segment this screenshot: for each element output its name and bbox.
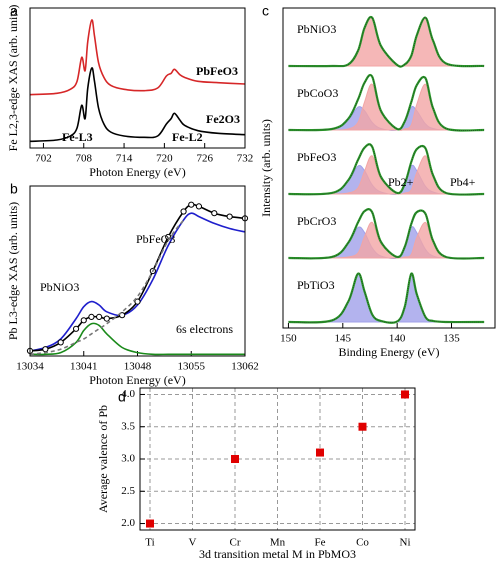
x-tick-label: Mn [270,537,286,549]
series-label: PbNiO3 [40,280,79,294]
x-tick-label: 145 [335,333,352,345]
annotation: Fe-L2 [172,130,203,144]
y-axis-label: Average valence of Pb [96,405,110,513]
data-point [358,422,367,431]
x-tick-label: 13041 [70,361,98,373]
x-tick-label: 13062 [231,361,259,373]
fit-line [288,143,485,196]
compound-label: PbTiO3 [297,278,335,292]
y-tick-label: 3.0 [121,453,135,465]
x-tick-label: Co [356,537,369,549]
data-point [226,213,233,220]
data-point [401,390,409,399]
data-line [288,16,485,67]
y-tick-label: 2.0 [121,517,135,529]
x-tick-label: 732 [237,153,254,165]
plot-frame [282,7,496,329]
x-axis-label: Binding Energy (eV) [338,345,439,359]
y-tick-label: 4.0 [121,388,135,400]
series-label: PbFeO3 [196,64,238,78]
compound-label: PbCrO3 [297,214,336,228]
x-tick-label: Ni [400,537,411,549]
x-axis-label: 3d transition metal M in PbMO3 [199,547,356,561]
data-point [72,325,80,332]
series-label: 6s electrons [176,322,233,336]
compound-label: PbNiO3 [297,22,336,36]
x-tick-label: 140 [389,333,406,345]
data-point [96,313,103,320]
spectrum-line [29,212,246,352]
x-tick-label: 13034 [16,361,44,373]
data-point [146,519,154,528]
data-point [134,298,141,305]
x-tick-label: 714 [116,153,133,165]
data-point [57,339,64,346]
data-point [88,313,95,320]
panel-label: b [10,181,18,197]
x-tick-label: 13048 [124,361,152,373]
x-tick-label: 13055 [178,361,206,373]
data-point [195,203,203,210]
data-point [42,346,49,353]
y-axis-label: Fe L2,3-edge XAS (arb. units) [6,5,20,152]
x-tick-label: Fe [315,537,326,549]
series-label: PbFeO3 [136,232,175,246]
x-tick-label: Ti [145,537,154,549]
x-axis-label: Photon Energy (eV) [89,165,185,179]
data-line [288,208,485,259]
spectrum-line [29,19,246,96]
y-tick-label: 3.5 [121,420,135,432]
data-line [288,273,485,323]
x-tick-label: V [189,537,197,549]
annotation: Pb2+ [388,175,414,189]
x-tick-label: Cr [230,537,241,549]
x-tick-label: 726 [196,153,213,165]
data-point [103,315,110,322]
x-tick-label: 150 [280,333,297,345]
data-point [180,208,187,215]
panel-label: a [10,3,18,19]
plot-frame [139,387,416,531]
y-axis-label: Pb L3-edge XAS (arb. units) [6,202,20,340]
data-point [188,201,195,208]
x-tick-label: 702 [35,153,52,165]
panel-label: c [262,3,269,19]
spectrum-line [29,219,185,356]
spectrum-line [29,322,245,356]
x-tick-label: 708 [76,153,93,165]
data-line [288,74,485,131]
y-tick-label: 2.5 [121,485,135,497]
data-point [316,448,324,457]
x-axis-label: Photon Energy (eV) [89,373,185,387]
data-point [211,210,218,217]
spectrum-line [29,67,246,143]
compound-label: PbFeO3 [297,150,336,164]
series-label: Fe2O3 [206,112,240,126]
annotation: Fe-L3 [62,130,93,144]
annotation: Pb4+ [450,175,476,189]
y-axis-label: Intensity (arb. units) [259,119,273,217]
data-point [80,317,87,324]
plot-frame [29,185,246,357]
data-point [231,455,239,463]
x-tick-label: 135 [443,333,460,345]
compound-label: PbCoO3 [297,86,338,100]
panel-label: d [118,389,126,405]
x-tick-label: 720 [156,153,173,165]
plot-frame [29,7,246,149]
